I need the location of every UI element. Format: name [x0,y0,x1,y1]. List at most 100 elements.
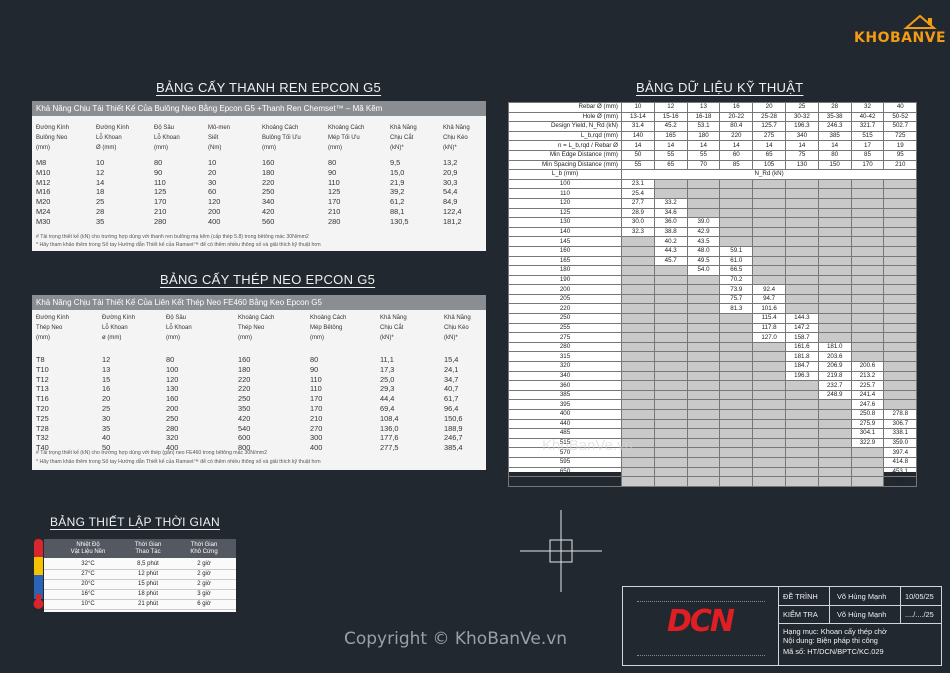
tech-nrd-cell: 184.7 [784,361,819,372]
tech-nrd-cell [719,437,754,449]
tech-nrd-cell [653,466,688,478]
table-cell: 400 [310,443,323,453]
tech-nrd-cell [883,274,918,286]
tech-nrd-cell: 92.4 [752,284,786,295]
table-cell: 130 [166,384,179,394]
tech-nrd-cell: 200.6 [850,361,885,372]
tech-nrd-cell [817,303,852,315]
tech-param-row: Design Yield, N_Rd (kN) 31.4 45.2 53.1 80.4 1… [508,121,918,132]
table-cell: 11,1 [380,355,394,364]
table-row: M12 14 110 30 220 110 21,9 30,3 [36,178,482,187]
tech-param-cell: 725 [883,130,918,142]
table1-col-7-head: (kN)* [443,145,457,151]
tech-lb-row: 315 181.8 203.6 [508,351,918,363]
tech-lb-value: 275 [508,332,622,343]
table-cell: 220 [262,177,275,187]
tech-nrd-cell [621,380,655,391]
time-cell: 32°C [81,561,95,567]
table-cell: 15 [102,374,111,384]
tech-lb-row: 180 54.0 66.5 [508,265,918,276]
table-cell: T12 [36,374,49,384]
tech-lb-row: 385 248.9 241.4 [508,389,918,401]
table-cell: 120 [166,374,179,384]
title-block-dotted-2 [637,655,765,656]
tech-param-cell: 65 [752,149,786,161]
tech-lb-value: 280 [508,341,622,353]
tech-nrd-cell [883,351,918,363]
tech-nrd-cell [719,380,754,391]
table2-grid: Đường Kính Thép Neo (mm) Đường Kính Lỗ Khoan… [36,313,482,453]
table-row: T25 30 250 420 210 108,4 150,6 [36,414,482,423]
tech-param-cell: 70 [686,159,721,171]
tech-nrd-cell [719,207,754,219]
tech-param-cell: 10 [621,102,655,113]
table1-col-6-head: (kN)* [390,145,404,151]
watermark-text: KhoBanVe.vn [542,437,633,454]
tech-nrd-cell: 304.1 [850,428,885,439]
tech-nrd-cell [653,437,688,449]
table-cell: M30 [36,216,51,226]
tech-nrd-cell [850,226,885,238]
tech-nrd-cell [653,303,688,315]
tech-nrd-cell [621,293,655,305]
tech-nrd-cell [621,255,655,267]
table-cell: 160 [238,355,251,364]
tech-nrd-cell [817,313,852,324]
table-cell: 28 [96,207,105,216]
time-col-2-head: Thời Gian Thao Tác [122,542,174,556]
tech-lb-row: 250 115.4 144.3 [508,313,918,324]
tech-nrd-cell [719,351,754,363]
time-col-1-line-1: Nhiệt Độ [76,542,100,548]
table-cell: 30,3 [443,177,458,187]
table-cell: 9,5 [390,158,401,167]
table-cell: 420 [262,207,275,216]
tech-lb-value: 400 [508,409,622,420]
tech-nrd-cell [752,245,786,257]
tech-nrd-cell: 70.2 [719,274,754,286]
tech-nrd-cell [784,274,819,286]
tech-nrd-cell [850,456,885,468]
tech-nrd-cell [621,399,655,410]
table-cell: 250 [238,394,251,404]
time-title: BẢNG THIẾT LẬP THỜI GIAN [50,515,220,529]
tech-param-cell: 32 [850,102,885,113]
table-cell: 35 [102,423,111,433]
crosshair-symbol [520,510,602,592]
copyright-text: Copyright © KhoBanVe.vn [344,629,568,649]
tech-nrd-cell [653,322,688,334]
tech-lb-value: 140 [508,226,622,238]
table1-col-4-head: Bulông Tối Ưu [262,135,301,141]
table-cell: 280 [328,216,341,226]
tech-nrd-cell [883,255,918,267]
tech-param-label: Rebar Ø (mm) [508,102,622,113]
table-cell: 250 [166,413,179,423]
table-cell: 200 [208,207,221,216]
tech-nrd-cell [686,188,721,199]
tech-param-cell: 246.3 [817,121,852,132]
table-cell: M16 [36,187,51,197]
tech-nrd-cell [621,351,655,363]
tech-nrd-cell [883,293,918,305]
tech-param-cell: 30-32 [784,111,819,123]
tech-lb-row: 255 117.8 147.2 [508,322,918,334]
tech-param-row: L_b,rqd (mm) 140 165 180 220 275 340 385 515 725 [508,130,918,142]
table-cell: 25,0 [380,374,395,384]
time-cell: 2 giờ [197,581,211,587]
table-cell: 80 [328,158,337,167]
tech-nrd-cell [752,389,786,401]
tech-nrd-cell [883,399,918,410]
table-cell: 177,6 [380,433,399,443]
tech-nrd-cell: 306.7 [883,418,918,430]
table-cell: 210 [328,207,341,216]
tech-nrd-cell: 181.8 [784,351,819,363]
tech-param-cell: 165 [653,130,688,142]
tech-nrd-cell [784,476,819,487]
dcn-logo: DCN [667,604,735,639]
tech-nrd-cell [883,236,918,247]
table2-col-6-head: (kN)* [444,335,458,341]
table-cell: 210 [310,413,323,423]
tech-param-cell: 25-28 [752,111,786,123]
tech-nrd-cell [752,217,786,228]
table-cell: 100 [166,364,179,374]
tech-param-cell: 50 [621,149,655,161]
